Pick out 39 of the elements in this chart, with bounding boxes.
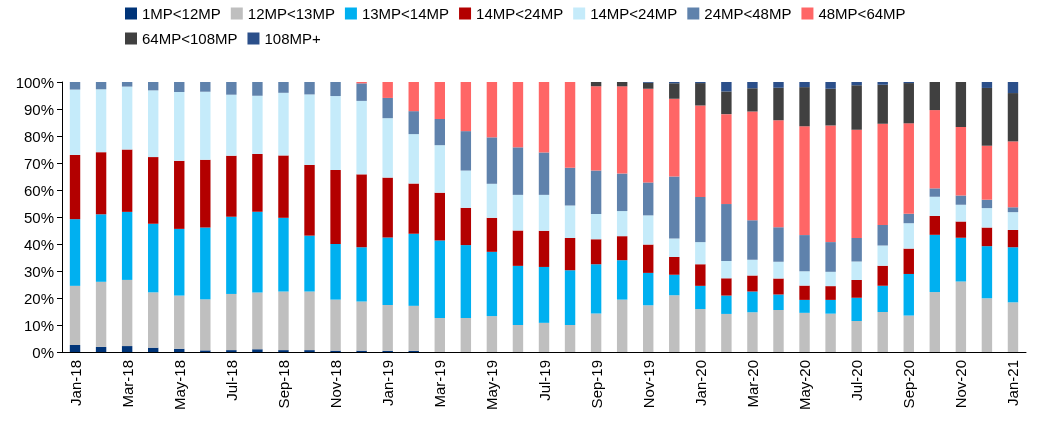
y-tick-label: 80% xyxy=(23,127,54,145)
y-tick-label: 60% xyxy=(23,181,54,199)
legend-label: 64MP<108MP xyxy=(142,30,238,47)
legend-label: 12MP<13MP xyxy=(247,5,335,22)
legend-label: 13MP<14MP xyxy=(361,5,450,22)
legend-label: 24MP<48MP xyxy=(704,5,792,22)
x-tick-label: May-19 xyxy=(483,360,501,411)
x-tick-label: Jan-20 xyxy=(691,360,709,406)
x-tick-label: Nov-18 xyxy=(327,360,345,409)
legend-label: 14MP<24MP xyxy=(590,5,678,22)
y-tick-label: 90% xyxy=(23,100,54,118)
legend-label: 1MP<12MP xyxy=(142,5,221,22)
x-tick-label: Jul-19 xyxy=(535,360,553,401)
x-tick-label: Sep-20 xyxy=(900,360,918,409)
x-tick-label: Mar-20 xyxy=(743,360,761,408)
y-tick-label: 70% xyxy=(23,154,54,172)
x-tick-label: Jul-18 xyxy=(222,360,240,401)
x-tick-label: Nov-19 xyxy=(639,360,657,409)
x-tick-label: Jan-18 xyxy=(66,360,84,406)
y-tick-label: 20% xyxy=(23,289,54,307)
y-tick-label: 0% xyxy=(32,343,54,361)
y-tick-label: 30% xyxy=(23,262,54,280)
x-tick-label: Jul-20 xyxy=(848,360,866,401)
legend-label: 108MP+ xyxy=(264,30,321,47)
x-tick-label: Nov-20 xyxy=(952,360,970,409)
x-tick-label: Jan-19 xyxy=(379,360,397,406)
x-tick-label: Jan-21 xyxy=(1004,360,1022,406)
x-tick-label: Sep-19 xyxy=(587,360,605,409)
y-tick-label: 10% xyxy=(23,316,54,334)
x-tick-label: Mar-19 xyxy=(431,360,449,408)
x-tick-label: May-20 xyxy=(796,360,814,411)
x-tick-label: Mar-18 xyxy=(118,360,136,408)
x-tick-label: May-18 xyxy=(170,360,188,411)
legend-label: 48MP<64MP xyxy=(818,5,906,22)
legend-label: 14MP<24MP xyxy=(476,5,564,22)
x-tick-label: Sep-18 xyxy=(274,360,292,409)
y-tick-label: 40% xyxy=(23,235,54,253)
y-tick-label: 100% xyxy=(15,73,54,91)
y-tick-label: 50% xyxy=(23,208,54,226)
